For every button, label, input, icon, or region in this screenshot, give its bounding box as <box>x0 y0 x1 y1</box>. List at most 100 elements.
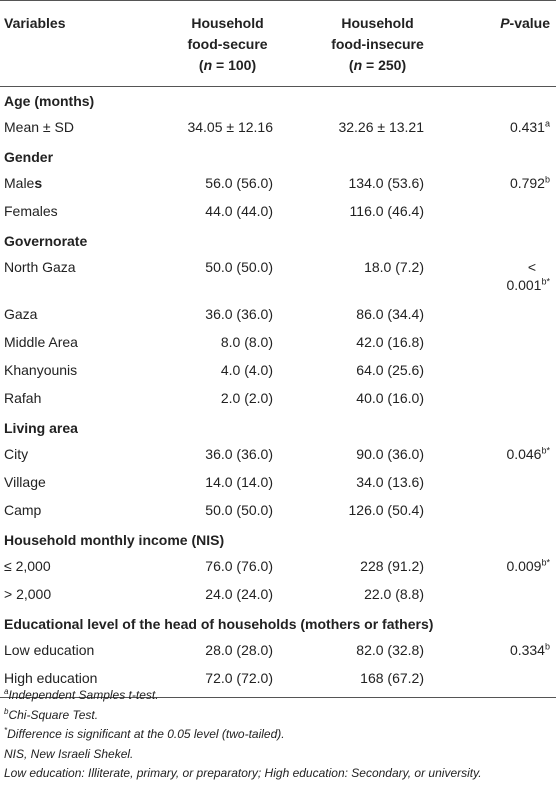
section-label: Gender <box>4 149 54 165</box>
section-label: Age (months) <box>4 93 95 109</box>
cell-food-insecure: 126.0 (50.4) <box>348 502 425 518</box>
cell-food-secure: 8.0 (8.0) <box>220 334 273 350</box>
cell-p-value <box>460 386 556 414</box>
cell-food-secure: 2.0 (2.0) <box>220 390 273 406</box>
cell-p-value: 0.009b* <box>506 557 550 574</box>
footnote-nis: NIS, New Israeli Shekel. <box>4 746 134 761</box>
cell-food-insecure: 64.0 (25.6) <box>356 362 424 378</box>
header-food-secure: Household food-secure (n = 100) <box>160 0 295 87</box>
footnote-a: aIndependent Samples t-test. <box>4 687 159 703</box>
cell-p-value <box>460 470 556 498</box>
section-row: Gender <box>0 143 556 171</box>
data-table: Variables Household food-secure (n = 100… <box>0 0 556 698</box>
cell-food-secure: 76.0 (76.0) <box>205 558 273 574</box>
row-variable: ≤ 2,000 <box>4 558 51 574</box>
section-row: Educational level of the head of househo… <box>0 610 556 638</box>
cell-food-insecure: 42.0 (16.8) <box>356 334 424 350</box>
section-label: Household monthly income (NIS) <box>4 532 225 548</box>
row-variable: High education <box>0 666 160 698</box>
row-variable: Village <box>4 474 46 490</box>
table-row: North Gaza 50.0 (50.0) 18.0 (7.2) <0.001b* <box>0 255 556 302</box>
table-row: Females 44.0 (44.0) 116.0 (46.4) <box>0 199 556 227</box>
cell-food-insecure: 168 (67.2) <box>295 666 460 698</box>
footnote-education: Low education: Illiterate, primary, or p… <box>4 766 482 780</box>
cell-food-insecure: 116.0 (46.4) <box>349 203 424 219</box>
section-row: Governorate <box>0 227 556 255</box>
table-row: Khanyounis 4.0 (4.0) 64.0 (25.6) <box>0 358 556 386</box>
row-variable: Mean ± SD <box>4 119 74 135</box>
cell-p-value <box>460 666 556 698</box>
table-row: Rafah 2.0 (2.0) 40.0 (16.0) <box>0 386 556 414</box>
cell-p-value: <0.001b* <box>506 259 550 293</box>
header-p-value: P-value <box>460 0 556 87</box>
cell-food-secure: 28.0 (28.0) <box>205 642 273 658</box>
cell-p-value <box>460 199 556 227</box>
cell-food-insecure: 134.0 (53.6) <box>348 175 425 191</box>
row-variable: City <box>4 446 29 462</box>
cell-food-secure: 56.0 (56.0) <box>205 175 273 191</box>
cell-food-insecure: 22.0 (8.8) <box>364 586 424 602</box>
cell-food-secure: 44.0 (44.0) <box>205 203 273 219</box>
row-variable: Low education <box>4 642 95 658</box>
cell-food-insecure: 18.0 (7.2) <box>364 259 424 275</box>
cell-p-value <box>460 358 556 386</box>
section-label: Living area <box>4 420 78 436</box>
cell-p-value <box>460 582 556 610</box>
cell-p-value <box>460 498 556 526</box>
table-row: ≤ 2,000 76.0 (76.0) 228 (91.2) 0.009b* <box>0 554 556 582</box>
cell-food-insecure: 34.0 (13.6) <box>356 474 424 490</box>
row-variable: Middle Area <box>4 334 78 350</box>
row-variable: North Gaza <box>4 259 76 275</box>
footnote-b: bChi-Square Test. <box>4 706 99 722</box>
cell-food-secure: 50.0 (50.0) <box>205 259 273 275</box>
cell-food-insecure: 90.0 (36.0) <box>356 446 424 462</box>
cell-food-secure: 36.0 (36.0) <box>205 306 273 322</box>
row-variable: Females <box>4 203 58 219</box>
table-footnotes: aIndependent Samples t-test. bChi-Square… <box>4 686 556 784</box>
cell-p-value: 0.431a <box>509 118 550 135</box>
cell-food-secure: 24.0 (24.0) <box>205 586 273 602</box>
header-food-insecure: Household food-insecure (n = 250) <box>295 0 460 87</box>
table-row: Males 56.0 (56.0) 134.0 (53.6) 0.792b <box>0 171 556 199</box>
table-row: City 36.0 (36.0) 90.0 (36.0) 0.046b* <box>0 442 556 470</box>
section-row: Age (months) <box>0 87 556 116</box>
row-variable: Males <box>4 175 43 191</box>
table-header: Variables Household food-secure (n = 100… <box>0 0 556 87</box>
cell-p-value: 0.334b <box>509 641 550 658</box>
cell-p-value <box>460 330 556 358</box>
cell-food-insecure: 40.0 (16.0) <box>356 390 424 406</box>
row-variable: > 2,000 <box>4 586 52 602</box>
cell-food-insecure: 32.26 ± 13.21 <box>338 119 424 135</box>
row-variable: Camp <box>4 502 42 518</box>
cell-food-insecure: 82.0 (32.8) <box>356 642 424 658</box>
table-row: > 2,000 24.0 (24.0) 22.0 (8.8) <box>0 582 556 610</box>
section-row: Household monthly income (NIS) <box>0 526 556 554</box>
cell-food-secure: 14.0 (14.0) <box>205 474 273 490</box>
cell-food-secure: 34.05 ± 12.16 <box>187 119 273 135</box>
cell-food-secure: 72.0 (72.0) <box>160 666 295 698</box>
table-row: Low education 28.0 (28.0) 82.0 (32.8) 0.334… <box>0 638 556 666</box>
table-row: Middle Area 8.0 (8.0) 42.0 (16.8) <box>0 330 556 358</box>
table-row: Camp 50.0 (50.0) 126.0 (50.4) <box>0 498 556 526</box>
cell-food-insecure: 86.0 (34.4) <box>356 306 424 322</box>
cell-food-secure: 50.0 (50.0) <box>205 502 273 518</box>
cell-p-value: 0.046b* <box>506 445 550 462</box>
section-row: Living area <box>0 414 556 442</box>
table-row: Village 14.0 (14.0) 34.0 (13.6) <box>0 470 556 498</box>
row-variable: Gaza <box>4 306 38 322</box>
row-variable: Khanyounis <box>4 362 78 378</box>
row-variable: Rafah <box>4 390 42 406</box>
section-label: Governorate <box>4 233 88 249</box>
table-row: High education 72.0 (72.0) 168 (67.2) <box>0 666 556 698</box>
cell-food-insecure: 228 (91.2) <box>360 558 424 574</box>
cell-p-value: 0.792b <box>509 174 550 191</box>
header-variables: Variables <box>0 0 160 87</box>
table-body: Age (months) Mean ± SD 34.05 ± 12.16 32.26 … <box>0 87 556 698</box>
cell-food-secure: 4.0 (4.0) <box>220 362 273 378</box>
cell-food-secure: 36.0 (36.0) <box>205 446 273 462</box>
table-row: Mean ± SD 34.05 ± 12.16 32.26 ± 13.21 0.431… <box>0 115 556 143</box>
section-label: Educational level of the head of househo… <box>4 616 434 632</box>
cell-p-value <box>460 302 556 330</box>
table-row: Gaza 36.0 (36.0) 86.0 (34.4) <box>0 302 556 330</box>
